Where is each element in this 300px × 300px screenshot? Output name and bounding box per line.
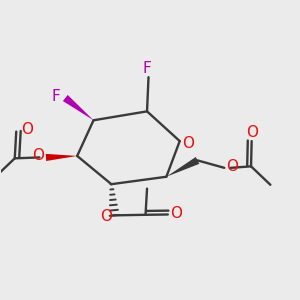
Polygon shape xyxy=(166,157,199,177)
Text: O: O xyxy=(170,206,182,221)
Polygon shape xyxy=(63,95,94,120)
Text: O: O xyxy=(226,159,238,174)
Polygon shape xyxy=(46,154,77,161)
Text: O: O xyxy=(21,122,33,137)
Text: O: O xyxy=(182,136,194,151)
Text: O: O xyxy=(32,148,44,164)
Text: F: F xyxy=(143,61,152,76)
Text: F: F xyxy=(52,89,61,104)
Text: O: O xyxy=(246,125,258,140)
Text: O: O xyxy=(100,209,112,224)
